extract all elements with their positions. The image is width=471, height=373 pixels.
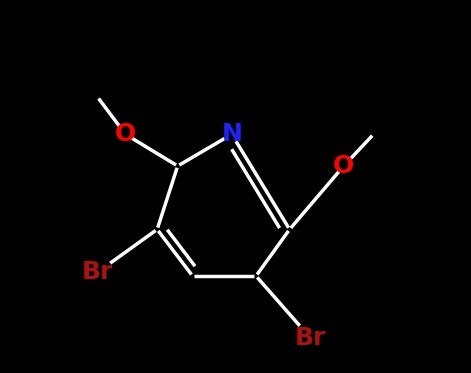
Text: O: O	[333, 154, 354, 178]
Text: O: O	[115, 122, 136, 146]
Text: Br: Br	[82, 260, 113, 284]
Text: Br: Br	[294, 326, 326, 350]
Text: N: N	[221, 122, 242, 146]
